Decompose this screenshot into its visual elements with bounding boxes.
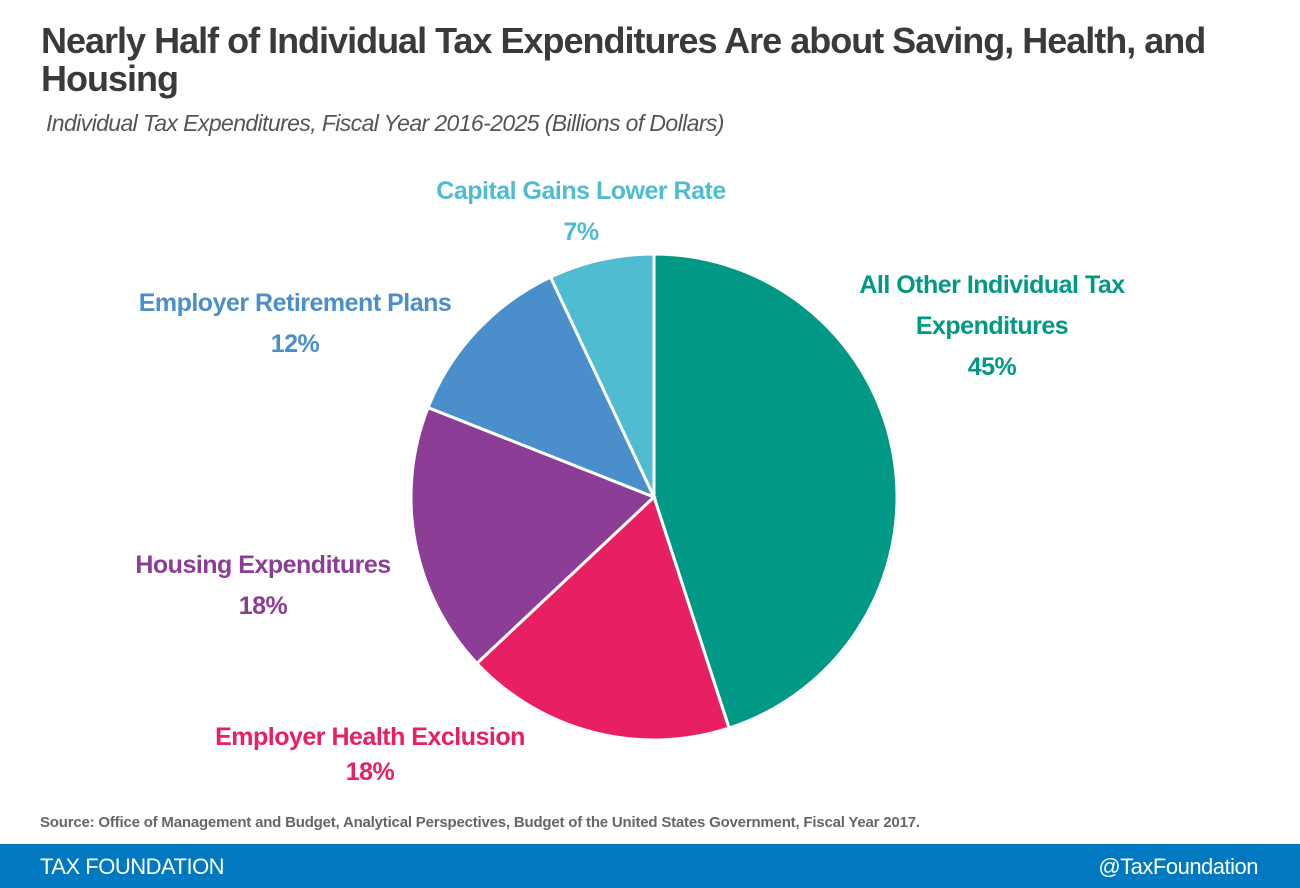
footer-brand: TAX FOUNDATION (40, 854, 225, 879)
label-employer-health: Employer Health Exclusion 18% (215, 717, 525, 793)
chart-title: Nearly Half of Individual Tax Expenditur… (41, 20, 1206, 99)
pie-slice-all-other-individual-tax-expenditures (652, 252, 899, 730)
pie-slice-employer-health-exclusion (474, 494, 731, 742)
label-retirement: Employer Retirement Plans 12% (139, 283, 452, 365)
footer-bar: TAX FOUNDATION @TaxFoundation (0, 844, 1300, 888)
source-note: Source: Office of Management and Budget,… (40, 814, 920, 831)
chart-subtitle: Individual Tax Expenditures, Fiscal Year… (46, 110, 724, 136)
slice-label: All Other Individual Tax Expenditures (859, 271, 1125, 340)
label-capital-gains: Capital Gains Lower Rate 7% (436, 171, 726, 253)
slice-label: Housing Expenditures (135, 551, 391, 579)
slice-pct: 12% (270, 330, 320, 358)
pie-slice-employer-retirement-plans (426, 275, 657, 500)
slice-pct: 7% (563, 218, 599, 246)
slice-pct: 18% (238, 592, 288, 620)
slice-label: Employer Retirement Plans (138, 289, 452, 317)
footer-handle[interactable]: @TaxFoundation (1098, 854, 1258, 879)
slice-label: Capital Gains Lower Rate (436, 177, 726, 205)
slice-pct: 18% (345, 758, 395, 786)
slice-pct: 45% (967, 353, 1017, 381)
slice-label: Employer Health Exclusion (215, 723, 525, 751)
pie-slice-capital-gains-lower-rate (548, 252, 656, 498)
label-housing: Housing Expenditures 18% (135, 545, 391, 627)
pie-slice-housing-expenditures (409, 405, 657, 666)
label-all-other: All Other Individual Tax Expenditures 45… (832, 265, 1152, 388)
